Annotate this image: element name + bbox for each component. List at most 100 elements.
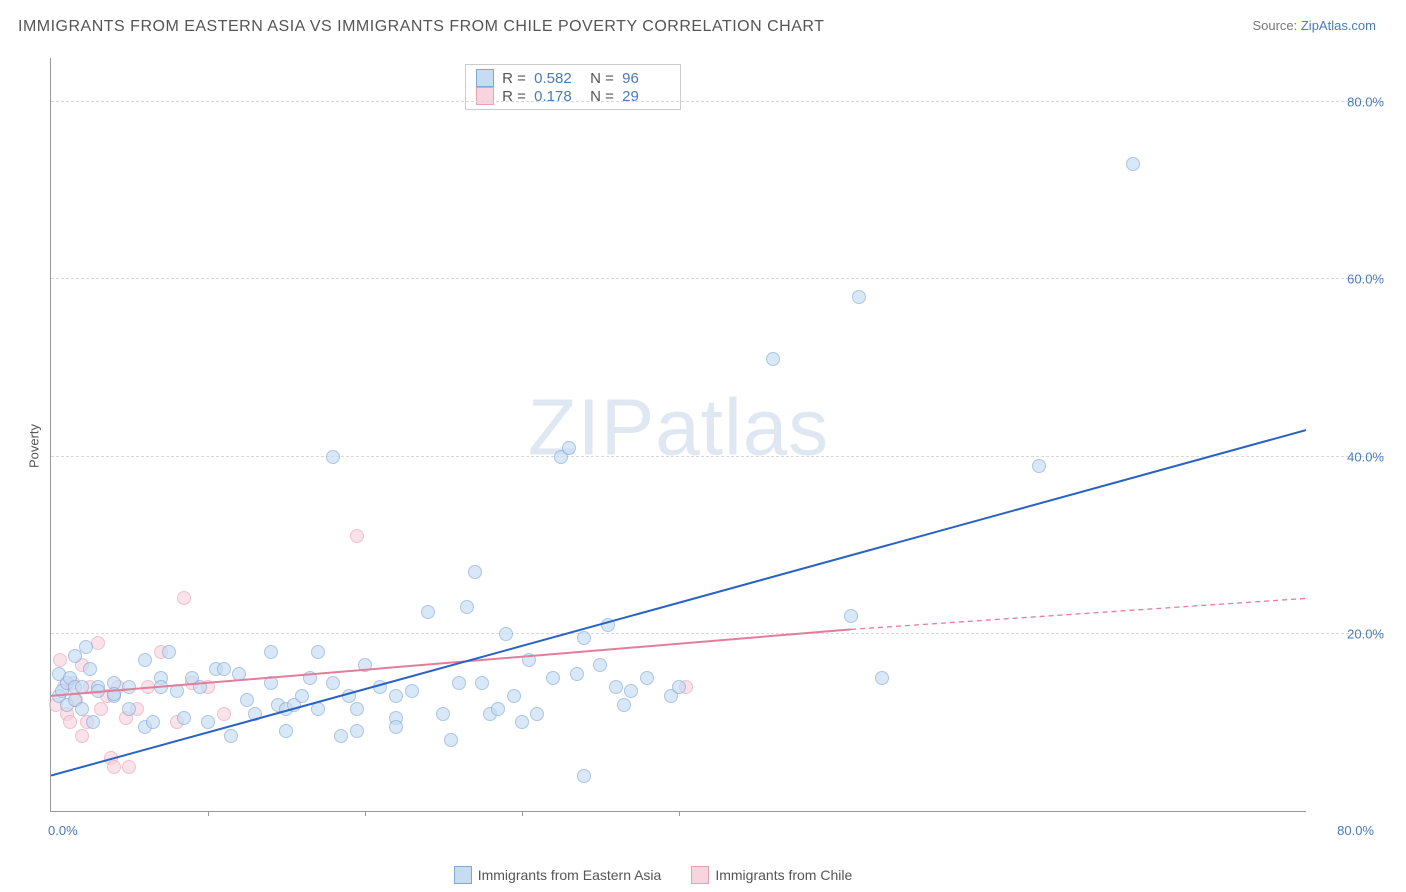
- scatter-point: [672, 680, 686, 694]
- series-legend: Immigrants from Eastern Asia Immigrants …: [0, 866, 1306, 884]
- gridline: [51, 101, 1384, 102]
- scatter-point: [75, 702, 89, 716]
- source-attribution: Source: ZipAtlas.com: [1252, 18, 1376, 33]
- watermark: ZIPatlas: [528, 381, 829, 473]
- scatter-point: [358, 658, 372, 672]
- source-label: Source:: [1252, 18, 1300, 33]
- gridline: [51, 633, 1384, 634]
- y-tick-label: 20.0%: [1314, 626, 1384, 641]
- scatter-point: [1032, 459, 1046, 473]
- scatter-point: [350, 724, 364, 738]
- correlation-legend: R = 0.582 N = 96 R = 0.178 N = 29: [465, 64, 681, 110]
- x-tick: [365, 811, 366, 816]
- scatter-point: [875, 671, 889, 685]
- scatter-point: [515, 715, 529, 729]
- scatter-point: [609, 680, 623, 694]
- scatter-point: [766, 352, 780, 366]
- scatter-point: [577, 631, 591, 645]
- x-tick: [679, 811, 680, 816]
- y-tick-label: 40.0%: [1314, 449, 1384, 464]
- scatter-point: [303, 671, 317, 685]
- scatter-point: [844, 609, 858, 623]
- scatter-point: [138, 653, 152, 667]
- scatter-point: [507, 689, 521, 703]
- scatter-point: [122, 680, 136, 694]
- x-tick: [208, 811, 209, 816]
- scatter-point: [311, 645, 325, 659]
- scatter-point: [83, 662, 97, 676]
- scatter-point: [562, 441, 576, 455]
- legend-item-series1: Immigrants from Eastern Asia: [454, 866, 662, 884]
- scatter-point: [170, 684, 184, 698]
- scatter-point: [452, 676, 466, 690]
- source-link[interactable]: ZipAtlas.com: [1301, 18, 1376, 33]
- scatter-point: [248, 707, 262, 721]
- scatter-point: [217, 662, 231, 676]
- legend-label-series2: Immigrants from Chile: [715, 867, 852, 883]
- scatter-point: [63, 715, 77, 729]
- scatter-point: [79, 640, 93, 654]
- scatter-point: [468, 565, 482, 579]
- x-axis-max-label: 80.0%: [1337, 823, 1374, 838]
- scatter-point: [421, 605, 435, 619]
- scatter-point: [91, 636, 105, 650]
- scatter-point: [177, 591, 191, 605]
- r-value-series1: 0.582: [534, 70, 582, 87]
- scatter-point: [342, 689, 356, 703]
- scatter-point: [530, 707, 544, 721]
- scatter-point: [193, 680, 207, 694]
- scatter-point: [601, 618, 615, 632]
- scatter-point: [311, 702, 325, 716]
- scatter-point: [546, 671, 560, 685]
- chart-title: IMMIGRANTS FROM EASTERN ASIA VS IMMIGRAN…: [18, 18, 824, 36]
- scatter-point: [224, 729, 238, 743]
- legend-swatch-series2: [476, 87, 494, 105]
- scatter-point: [624, 684, 638, 698]
- chart-container: Poverty ZIPatlas R = 0.582 N = 96 R = 0.…: [18, 50, 1386, 842]
- scatter-point: [75, 729, 89, 743]
- scatter-point: [232, 667, 246, 681]
- scatter-point: [326, 450, 340, 464]
- scatter-point: [617, 698, 631, 712]
- scatter-point: [1126, 157, 1140, 171]
- scatter-point: [640, 671, 654, 685]
- scatter-point: [86, 715, 100, 729]
- scatter-point: [436, 707, 450, 721]
- n-label: N =: [590, 70, 614, 87]
- scatter-point: [264, 645, 278, 659]
- scatter-point: [146, 715, 160, 729]
- scatter-point: [389, 689, 403, 703]
- scatter-point: [577, 769, 591, 783]
- legend-swatch-icon: [691, 866, 709, 884]
- scatter-point: [107, 760, 121, 774]
- scatter-point: [460, 600, 474, 614]
- scatter-point: [240, 693, 254, 707]
- x-axis-min-label: 0.0%: [48, 823, 78, 838]
- scatter-point: [122, 702, 136, 716]
- legend-swatch-icon: [454, 866, 472, 884]
- scatter-point: [499, 627, 513, 641]
- scatter-point: [107, 687, 121, 701]
- scatter-point: [522, 653, 536, 667]
- x-tick: [522, 811, 523, 816]
- scatter-point: [295, 689, 309, 703]
- scatter-point: [75, 680, 89, 694]
- scatter-point: [162, 645, 176, 659]
- scatter-point: [389, 720, 403, 734]
- scatter-point: [201, 715, 215, 729]
- gridline: [51, 456, 1384, 457]
- scatter-point: [94, 702, 108, 716]
- scatter-point: [475, 676, 489, 690]
- scatter-point: [264, 676, 278, 690]
- scatter-point: [491, 702, 505, 716]
- scatter-point: [405, 684, 419, 698]
- scatter-point: [154, 680, 168, 694]
- legend-row-series1: R = 0.582 N = 96: [476, 69, 670, 87]
- scatter-point: [373, 680, 387, 694]
- scatter-point: [350, 702, 364, 716]
- scatter-point: [326, 676, 340, 690]
- scatter-point: [852, 290, 866, 304]
- header: IMMIGRANTS FROM EASTERN ASIA VS IMMIGRAN…: [0, 0, 1406, 46]
- r-label: R =: [502, 70, 526, 87]
- legend-label-series1: Immigrants from Eastern Asia: [478, 867, 662, 883]
